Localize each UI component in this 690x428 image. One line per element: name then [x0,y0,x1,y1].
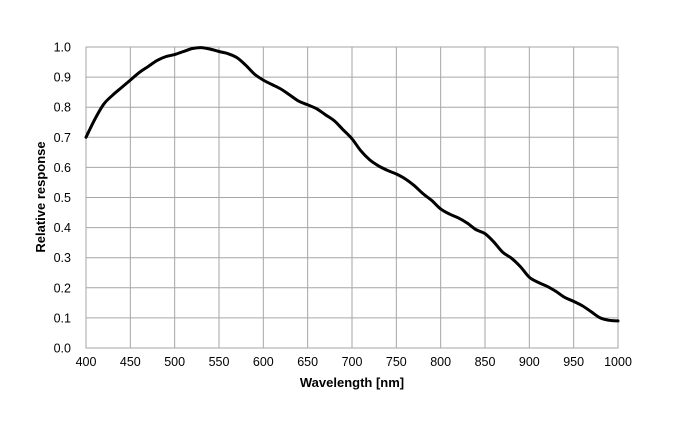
y-tick-label: 0.0 [54,342,71,356]
y-axis-ticks: 0.0 0.1 0.2 0.3 0.4 0.5 0.6 0.7 0.8 0.9 1.0 [54,41,71,356]
x-tick-label: 550 [209,355,230,369]
x-axis-ticks: 400 450 500 550 600 650 700 750 800 850 900 950 1000 [76,355,632,369]
y-tick-label: 0.5 [54,191,71,205]
x-tick-label: 400 [76,355,97,369]
x-tick-label: 650 [297,355,318,369]
x-tick-label: 500 [164,355,185,369]
x-tick-label: 700 [342,355,363,369]
plot-area-frame [85,46,619,349]
x-tick-label: 800 [430,355,451,369]
x-axis-title: Wavelength [nm] [300,375,404,390]
y-tick-label: 0.9 [54,71,71,85]
series-line [84,46,620,323]
x-tick-label: 900 [519,355,540,369]
x-tick-label: 450 [120,355,141,369]
y-axis-title: Relative response [33,141,48,252]
x-tick-label: 1000 [604,355,632,369]
y-tick-label: 0.4 [54,221,71,235]
grid [85,46,619,349]
x-tick-label: 750 [386,355,407,369]
y-tick-label: 0.7 [54,131,71,145]
y-tick-label: 0.2 [54,281,71,295]
y-tick-label: 1.0 [54,41,71,55]
x-tick-label: 850 [475,355,496,369]
y-tick-label: 0.6 [54,161,71,175]
x-tick-label: 600 [253,355,274,369]
x-tick-label: 950 [563,355,584,369]
series-group [84,46,620,323]
y-tick-label: 0.8 [54,101,71,115]
y-tick-label: 0.1 [54,311,71,325]
y-tick-label: 0.3 [54,251,71,265]
